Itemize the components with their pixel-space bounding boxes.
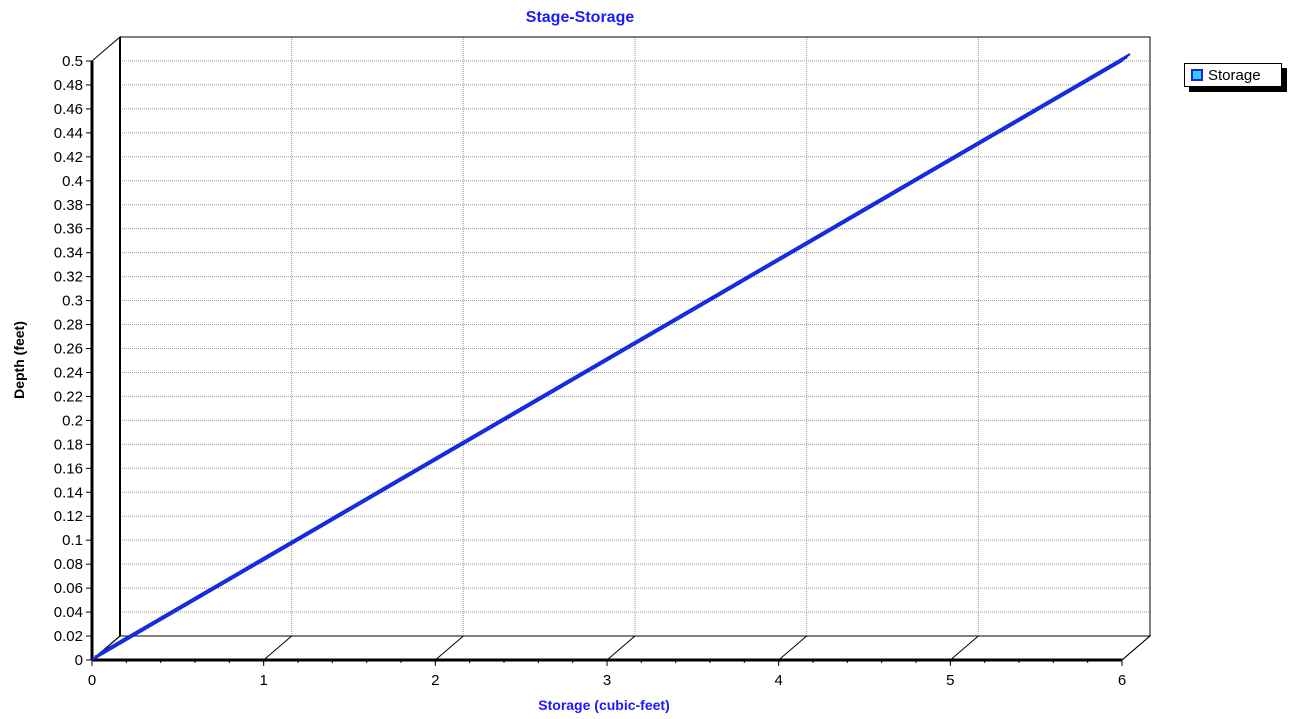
chart-title: Stage-Storage — [526, 9, 635, 26]
y-tick-label: 0.06 — [54, 580, 83, 597]
series-line-back — [99, 53, 1131, 654]
y-tick-label: 0.16 — [54, 460, 83, 477]
legend-swatch-storage — [1191, 69, 1203, 81]
x-axis-title: Storage (cubic-feet) — [538, 697, 669, 713]
x-tick-label: 2 — [431, 672, 439, 689]
floor-depth-line — [606, 635, 636, 661]
floor-depth-line — [263, 635, 292, 661]
left-wall — [91, 35, 121, 662]
back-wall — [119, 36, 1151, 637]
y-tick-label: 0.3 — [62, 293, 83, 310]
x-tick-label: 4 — [774, 672, 782, 689]
x-tick-label: 0 — [88, 672, 96, 689]
y-tick-label: 0.22 — [54, 388, 83, 405]
y-tick-label: 0.04 — [54, 604, 83, 621]
y-tick-label: 0.18 — [54, 436, 83, 453]
y-tick-label: 0.44 — [54, 125, 83, 142]
x-tick-label: 6 — [1118, 672, 1126, 689]
y-tick-label: 0.02 — [54, 628, 83, 645]
y-axis-ticks: 0 0.02 0.04 0.06 0.08 0.1 0.12 0.14 0.16 0.18 0.2 0… — [54, 53, 92, 669]
y-tick-label: 0.1 — [62, 532, 83, 549]
floor-depth-line — [435, 635, 464, 661]
y-tick-label: 0.2 — [62, 412, 83, 429]
y-tick-label: 0 — [75, 652, 83, 669]
series-storage — [91, 53, 1131, 661]
y-tick-label: 0.42 — [54, 149, 83, 166]
legend-label-storage: Storage — [1208, 66, 1261, 84]
y-tick-label: 0.34 — [54, 245, 83, 262]
y-tick-label: 0.14 — [54, 484, 83, 501]
y-tick-label: 0.4 — [62, 173, 83, 190]
y-tick-label: 0.38 — [54, 197, 83, 214]
floor-depth-line — [778, 635, 807, 661]
y-tick-label: 0.28 — [54, 317, 83, 334]
grid — [91, 36, 1151, 661]
y-axis-title: Depth (feet) — [11, 321, 27, 399]
y-tick-label: 0.12 — [54, 508, 83, 525]
legend: Storage — [1184, 63, 1282, 87]
y-tick-label: 0.48 — [54, 77, 83, 94]
y-tick-label: 0.08 — [54, 556, 83, 573]
series-line-front — [91, 60, 1123, 661]
x-tick-label: 1 — [259, 672, 267, 689]
y-tick-label: 0.24 — [54, 364, 83, 381]
y-tick-label: 0.32 — [54, 269, 83, 286]
y-tick-label: 0.46 — [54, 101, 83, 118]
floor-depth-line — [950, 635, 979, 661]
x-tick-label: 5 — [946, 672, 954, 689]
y-tick-label: 0.26 — [54, 341, 83, 358]
y-tick-label: 0.5 — [62, 53, 83, 70]
y-tick-label: 0.36 — [54, 221, 83, 238]
x-tick-label: 3 — [603, 672, 611, 689]
x-axis-ticks: 0 1 2 3 4 5 6 — [88, 660, 1126, 689]
